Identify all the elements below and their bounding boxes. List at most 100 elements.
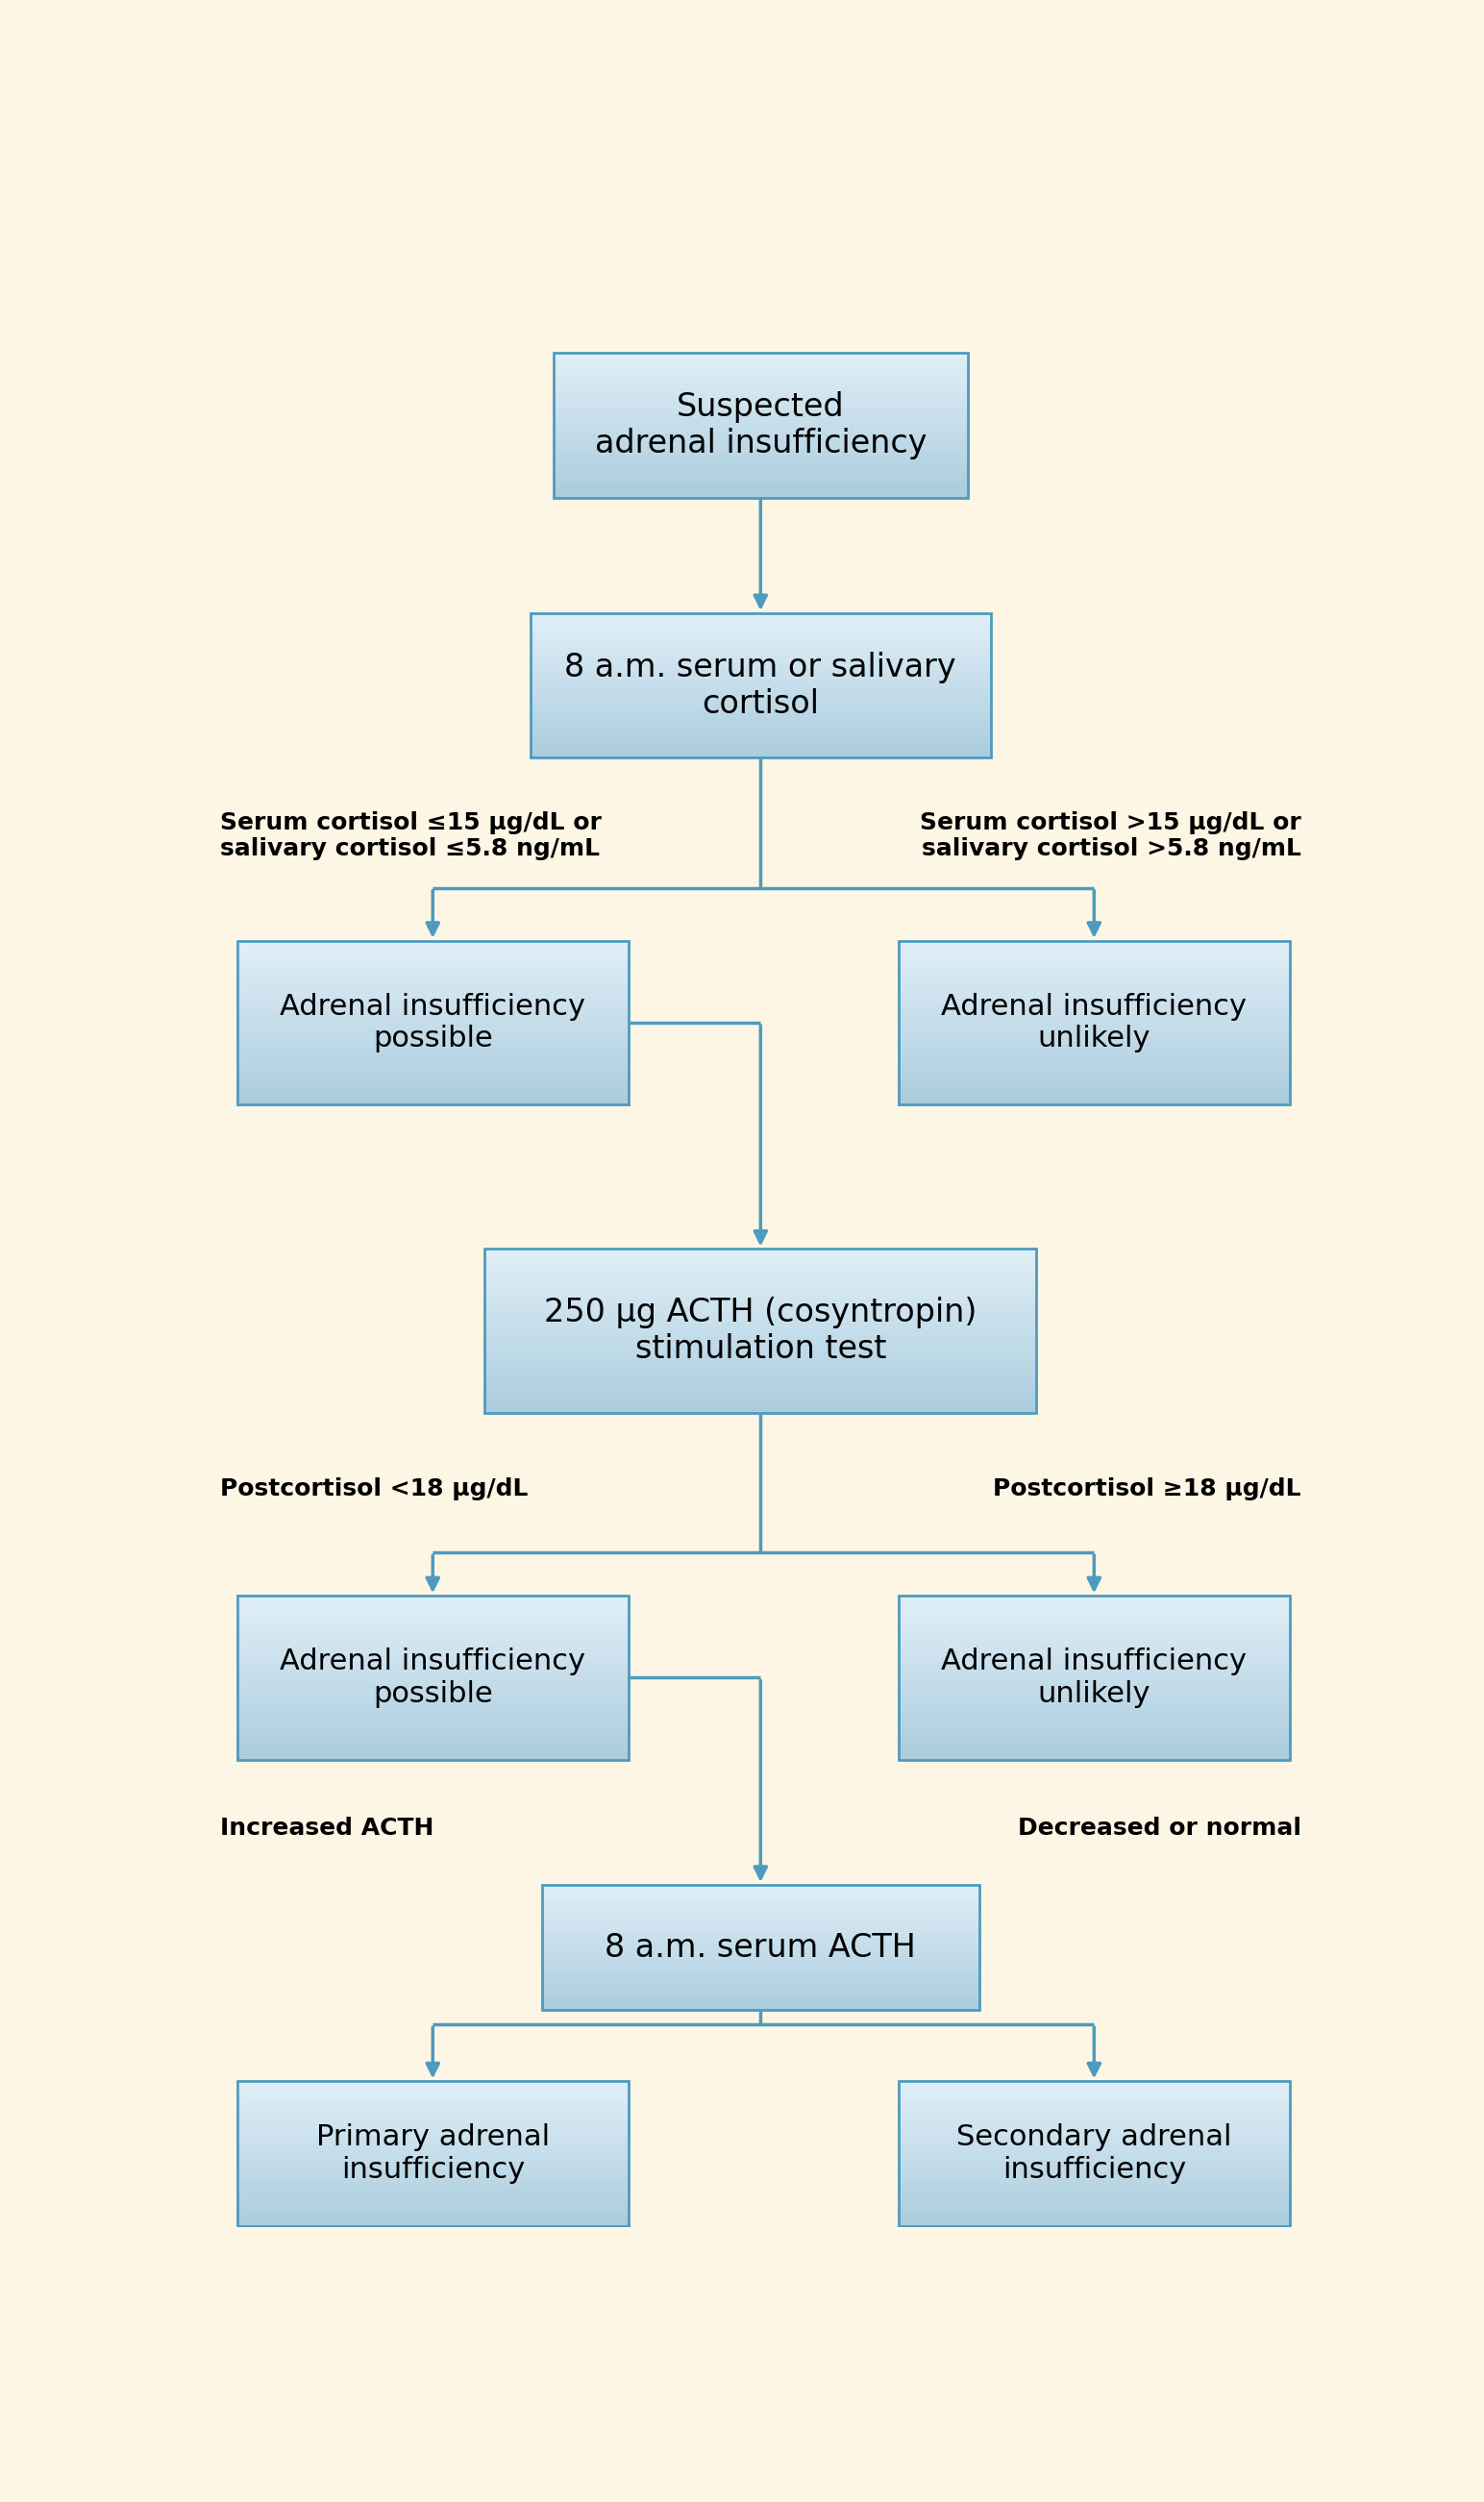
Bar (237, 1624, 628, 1626)
Bar (237, 1078, 628, 1081)
Bar (237, 1661, 628, 1664)
Text: Serum cortisol >15 μg/dL or
salivary cortisol >5.8 ng/mL: Serum cortisol >15 μg/dL or salivary cor… (920, 811, 1301, 861)
Bar (237, 1088, 628, 1091)
Bar (237, 1053, 628, 1056)
Bar (237, 1081, 628, 1083)
Bar (899, 1063, 1290, 1066)
Bar (237, 1614, 628, 1619)
Bar (899, 1051, 1290, 1053)
Bar (899, 1626, 1290, 1629)
Bar (484, 1304, 1037, 1306)
Bar (237, 1043, 628, 1048)
Bar (899, 1604, 1290, 1606)
Bar (899, 1018, 1290, 1021)
Text: Adrenal insufficiency
unlikely: Adrenal insufficiency unlikely (941, 1649, 1247, 1709)
Bar (899, 1751, 1290, 1754)
Bar (899, 1078, 1290, 1081)
Bar (237, 1083, 628, 1086)
Bar (899, 1083, 1290, 1086)
Bar (484, 1261, 1037, 1264)
Bar (899, 1043, 1290, 1048)
Bar (237, 1684, 628, 1686)
Bar (899, 1671, 1290, 1674)
Bar (484, 1299, 1037, 1301)
Bar (899, 1714, 1290, 1716)
Bar (237, 1063, 628, 1066)
Bar (899, 993, 1290, 996)
Bar (899, 1651, 1290, 1654)
Bar (237, 1058, 628, 1061)
Bar (237, 1006, 628, 1008)
Bar (899, 1636, 1290, 1639)
Bar (237, 1596, 628, 1599)
Bar (237, 1003, 628, 1006)
Bar (899, 1096, 1290, 1098)
Bar (237, 1033, 628, 1036)
Bar (899, 941, 1290, 943)
Bar (484, 1354, 1037, 1356)
Bar (484, 1391, 1037, 1394)
Bar (899, 1729, 1290, 1731)
Bar (237, 971, 628, 973)
Bar (237, 1754, 628, 1756)
Bar (899, 963, 1290, 966)
Bar (484, 1248, 1037, 1251)
Bar (237, 1023, 628, 1026)
Bar (899, 973, 1290, 976)
Bar (237, 1013, 628, 1018)
Bar (899, 1098, 1290, 1101)
Text: Secondary adrenal
insufficiency: Secondary adrenal insufficiency (956, 2124, 1232, 2184)
Bar (899, 1709, 1290, 1711)
Text: Adrenal insufficiency
possible: Adrenal insufficiency possible (280, 1649, 586, 1709)
Bar (237, 1093, 628, 1096)
Bar (899, 1656, 1290, 1659)
Bar (899, 943, 1290, 946)
Bar (237, 1744, 628, 1746)
Bar (899, 1694, 1290, 1696)
Bar (237, 973, 628, 976)
Bar (899, 1644, 1290, 1649)
Bar (484, 1361, 1037, 1364)
Bar (899, 1701, 1290, 1704)
Bar (899, 1041, 1290, 1043)
Bar (237, 1651, 628, 1654)
Text: Suspected
adrenal insufficiency: Suspected adrenal insufficiency (595, 390, 926, 460)
Bar (237, 1619, 628, 1621)
Bar (237, 1068, 628, 1071)
Bar (237, 1719, 628, 1721)
Bar (899, 1649, 1290, 1651)
Bar (899, 1081, 1290, 1083)
Bar (484, 1394, 1037, 1396)
Bar (899, 1031, 1290, 1033)
Bar (484, 1344, 1037, 1346)
Text: Postcortisol <18 μg/dL: Postcortisol <18 μg/dL (220, 1476, 528, 1501)
Bar (484, 1334, 1037, 1336)
Bar (899, 1624, 1290, 1626)
Bar (899, 1659, 1290, 1661)
Bar (237, 1656, 628, 1659)
Bar (237, 1048, 628, 1051)
Bar (237, 998, 628, 1001)
Bar (484, 1309, 1037, 1311)
Bar (237, 963, 628, 966)
Bar (237, 958, 628, 961)
Bar (237, 1038, 628, 1041)
Bar (237, 1681, 628, 1684)
Bar (237, 1036, 628, 1038)
Bar (899, 1091, 1290, 1093)
Bar (237, 1041, 628, 1043)
Bar (237, 1031, 628, 1033)
Bar (484, 1329, 1037, 1331)
Bar (899, 968, 1290, 971)
Bar (899, 991, 1290, 993)
Bar (237, 1636, 628, 1639)
Bar (899, 976, 1290, 978)
Bar (484, 1301, 1037, 1304)
Bar (899, 1699, 1290, 1701)
Bar (899, 1749, 1290, 1751)
Bar (237, 1741, 628, 1744)
Bar (237, 946, 628, 948)
Bar (899, 1666, 1290, 1669)
Bar (899, 1058, 1290, 1061)
Bar (237, 1756, 628, 1759)
